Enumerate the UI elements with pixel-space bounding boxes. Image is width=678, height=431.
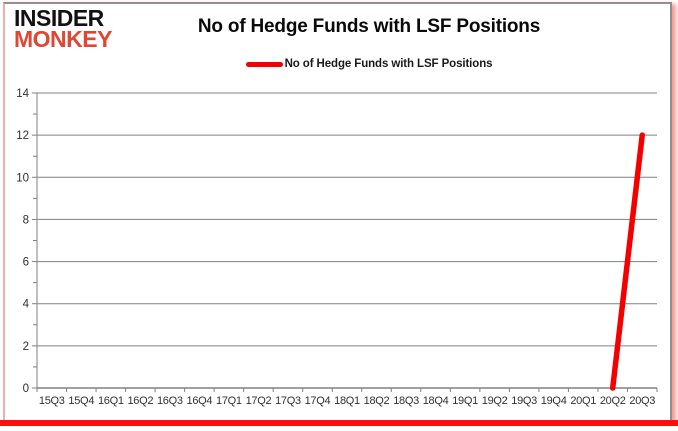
series-line xyxy=(609,132,645,391)
x-tick-label: 16Q3 xyxy=(157,395,183,407)
y-tick-label: 6 xyxy=(23,257,29,269)
x-tick-label: 16Q4 xyxy=(187,395,213,407)
x-tick-label: 15Q4 xyxy=(68,395,94,407)
x-tick-label: 17Q1 xyxy=(216,395,242,407)
logo-text-monkey: MONKEY xyxy=(14,26,112,53)
y-tick-label: 14 xyxy=(16,88,29,100)
x-tick-label: 19Q1 xyxy=(452,395,478,407)
x-tick-label: 17Q3 xyxy=(275,395,301,407)
legend-label: No of Hedge Funds with LSF Positions xyxy=(284,58,493,70)
y-tick-label: 4 xyxy=(23,299,30,311)
x-tick-label: 17Q2 xyxy=(246,395,272,407)
y-tick-label: 10 xyxy=(16,172,29,184)
chart-legend: No of Hedge Funds with LSF Positions xyxy=(120,56,618,72)
logo-text-insider: INSIDER xyxy=(14,5,104,31)
bottom-red-border xyxy=(0,420,678,426)
insider-monkey-logo: INSIDER MONKEY xyxy=(14,5,144,53)
x-tick-label: 19Q4 xyxy=(541,395,567,407)
y-tick-label: 12 xyxy=(16,130,29,142)
x-tick-label: 18Q3 xyxy=(393,395,419,407)
y-tick-label: 2 xyxy=(23,341,29,353)
y-tick-label: 8 xyxy=(23,214,29,226)
x-tick-label: 18Q2 xyxy=(364,395,390,407)
x-tick-label: 20Q1 xyxy=(570,395,596,407)
x-tick-label: 15Q3 xyxy=(39,395,65,407)
x-tick-label: 19Q3 xyxy=(511,395,537,407)
chart-title: No of Hedge Funds with LSF Positions xyxy=(197,16,541,37)
x-tick-label: 18Q4 xyxy=(423,395,449,407)
x-tick-label: 16Q1 xyxy=(98,395,124,407)
x-tick-label: 20Q2 xyxy=(600,395,626,407)
x-tick-label: 17Q4 xyxy=(305,395,331,407)
x-tick-label: 19Q2 xyxy=(482,395,508,407)
x-tick-label: 18Q1 xyxy=(334,395,360,407)
x-tick-label: 20Q3 xyxy=(629,395,655,407)
x-tick-label: 16Q2 xyxy=(127,395,153,407)
legend-line-swatch xyxy=(245,61,283,67)
y-tick-label: 0 xyxy=(23,383,29,395)
